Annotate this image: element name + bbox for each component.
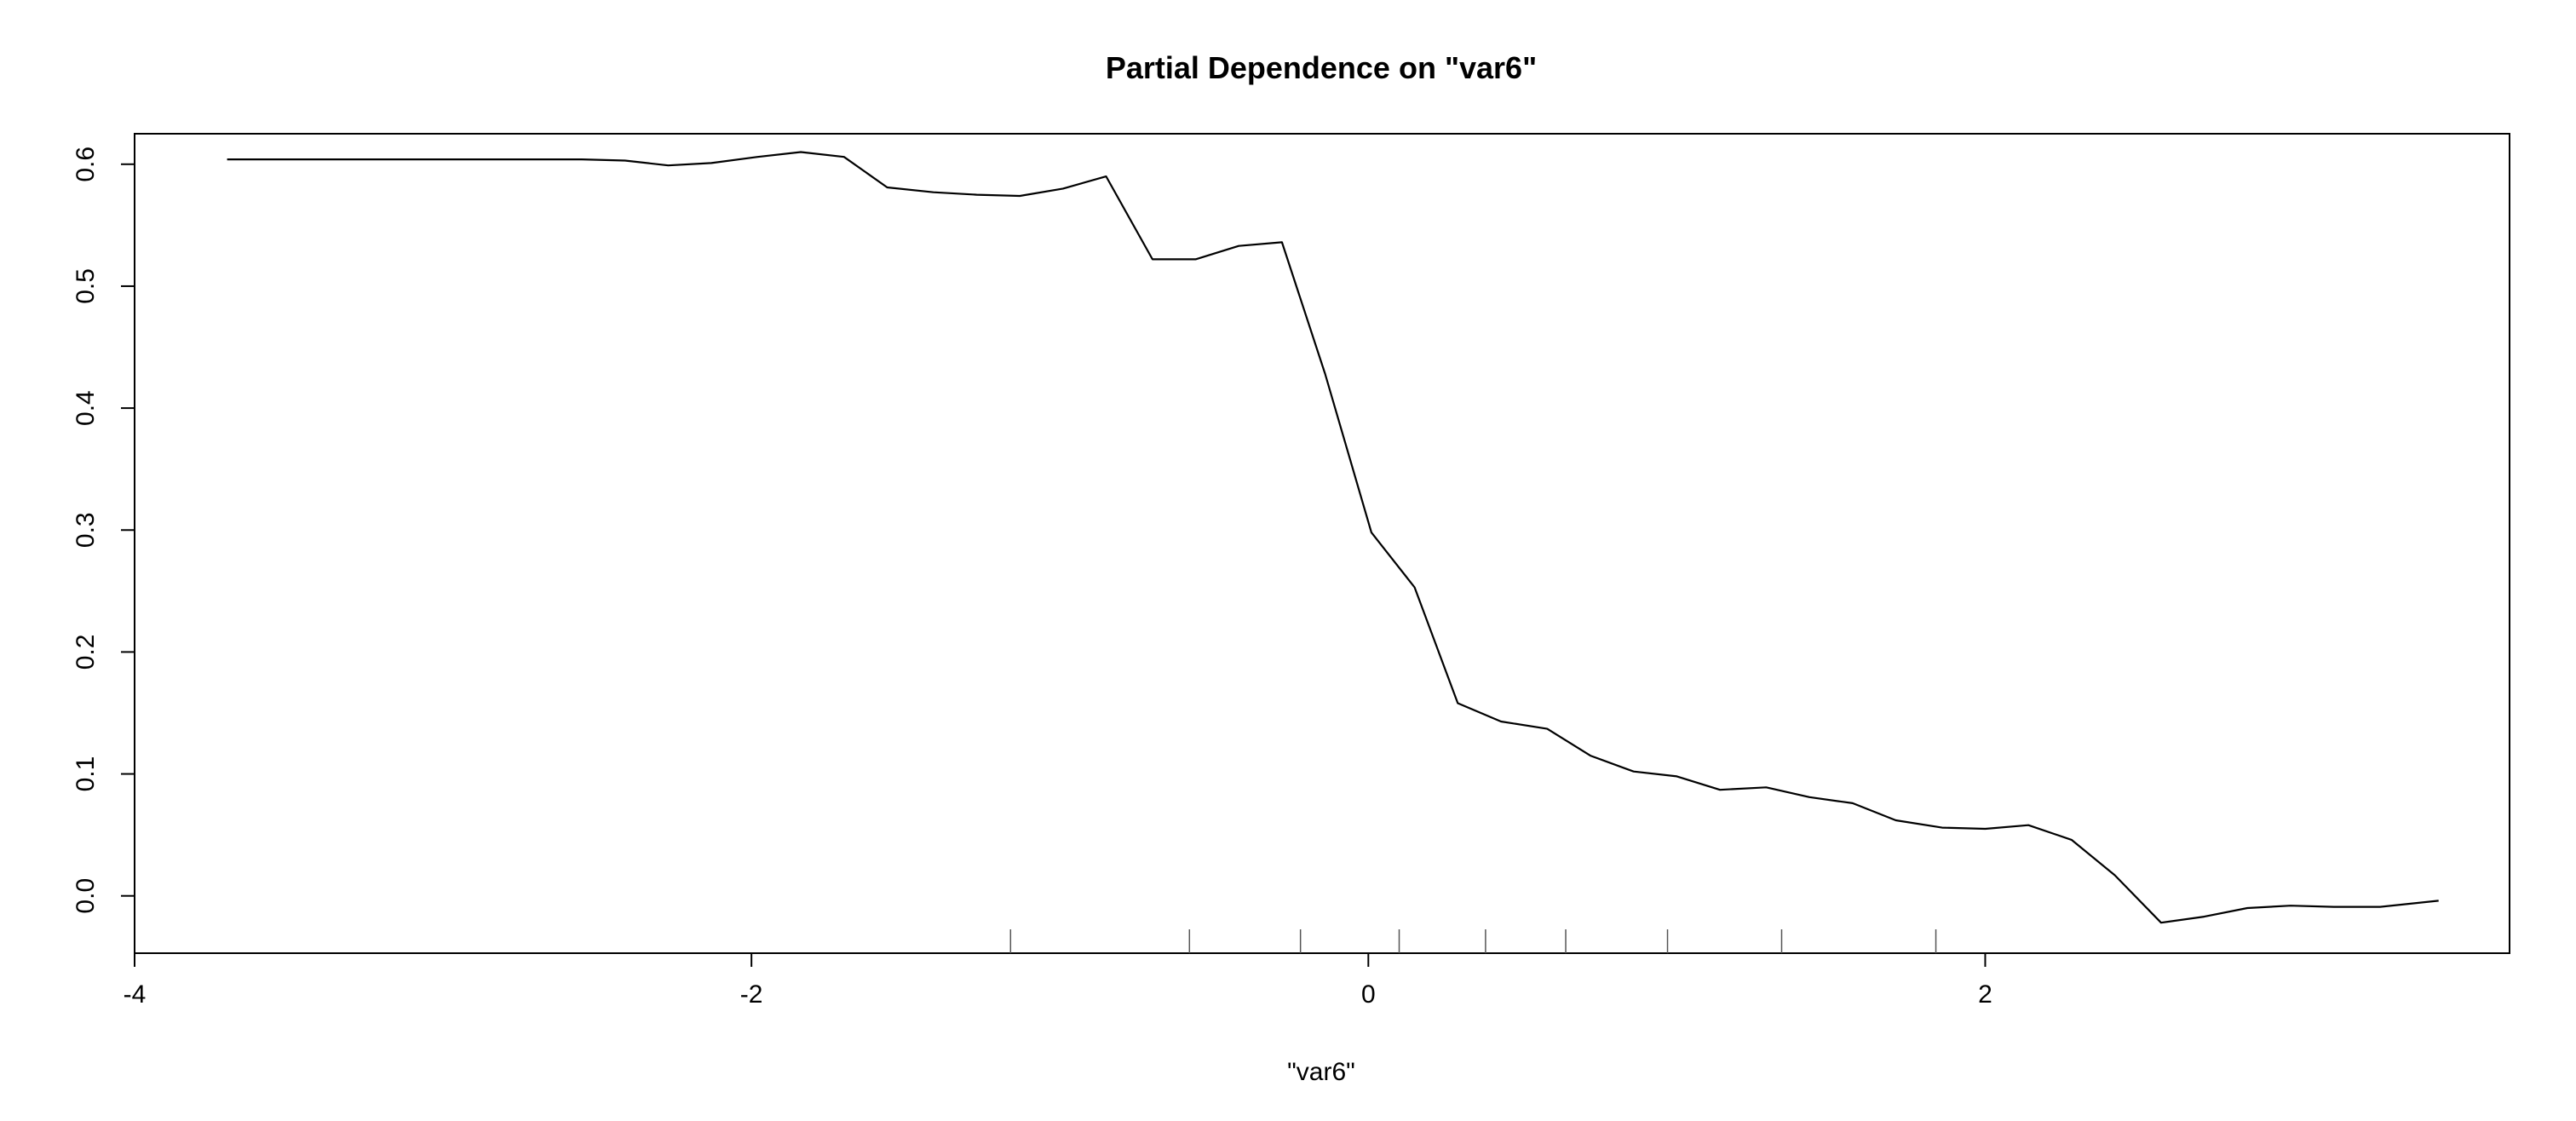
- y-tick-label: 0.0: [72, 878, 100, 914]
- series-group: [227, 151, 2439, 924]
- rug-marks: [1009, 929, 1937, 953]
- x-axis-label: "var6": [1287, 1058, 1355, 1086]
- y-tick-label: 0.2: [72, 635, 100, 670]
- x-tick-label: 2: [1978, 980, 1992, 1009]
- x-tick-label: 0: [1361, 980, 1376, 1009]
- y-tick-label: 0.6: [72, 147, 100, 182]
- y-axis: 0.0 0.1 0.2 0.3 0.4 0.5 0.6: [72, 147, 135, 914]
- y-tick-label: 0.3: [72, 512, 100, 548]
- plot-frame: [134, 133, 2510, 954]
- chart-title: Partial Dependence on "var6": [1106, 50, 1537, 85]
- x-tick-label: -4: [124, 980, 147, 1009]
- y-tick-label: 0.1: [72, 756, 100, 792]
- series-line: [227, 151, 2439, 924]
- y-tick-label: 0.4: [72, 390, 100, 426]
- x-axis: -4 -2 0 2: [124, 952, 1992, 1009]
- y-tick-label: 0.5: [72, 268, 100, 304]
- x-tick-label: -2: [740, 980, 763, 1009]
